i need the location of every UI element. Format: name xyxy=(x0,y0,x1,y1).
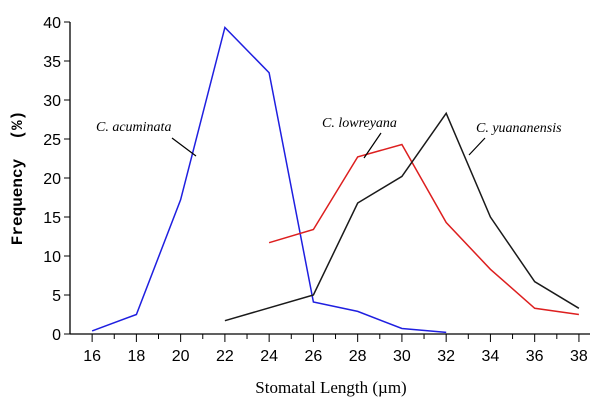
x-tick-label: 32 xyxy=(437,348,455,365)
series-line-yuananensis xyxy=(224,111,580,322)
x-axis-title: Stomatal Length (µm) xyxy=(255,378,406,397)
x-tick-label: 16 xyxy=(83,348,101,365)
y-tick-label: 30 xyxy=(43,93,61,110)
series-layer xyxy=(91,26,580,334)
series-label-yuananensis: C. yuananensis xyxy=(476,121,562,136)
y-tick-label: 10 xyxy=(43,249,61,266)
x-tick-label: 24 xyxy=(260,348,278,365)
leader-acuminata xyxy=(171,137,197,157)
y-tick-label: 15 xyxy=(43,210,61,227)
axes: 0 5 10 15 20 25 30 35 40 16 18 20 22 24 26 28 30 32 34 36 38 xyxy=(43,15,590,365)
series-label-acuminata: C. acuminata xyxy=(96,120,171,135)
x-tick-label: 36 xyxy=(526,348,544,365)
y-tick-label: 0 xyxy=(52,327,61,344)
x-tick-label: 18 xyxy=(127,348,145,365)
leader-lowreyana xyxy=(363,132,382,159)
x-tick-label: 34 xyxy=(482,348,500,365)
y-tick-label: 25 xyxy=(43,132,61,149)
y-tick-label: 40 xyxy=(43,15,61,32)
y-axis-title: Frequency (%) xyxy=(9,111,27,245)
y-tick-label: 35 xyxy=(43,54,61,71)
x-tick-label: 20 xyxy=(172,348,190,365)
annotations: C. acuminata C. lowreyana C. yuananensis xyxy=(96,116,562,159)
series-label-lowreyana: C. lowreyana xyxy=(322,116,397,131)
leader-yuananensis xyxy=(468,137,486,156)
y-tick-label: 5 xyxy=(52,288,61,305)
x-tick-label: 30 xyxy=(393,348,411,365)
x-tick-label: 22 xyxy=(216,348,234,365)
x-tick-label: 28 xyxy=(349,348,367,365)
x-tick-label: 26 xyxy=(305,348,323,365)
x-tick-label: 38 xyxy=(570,348,588,365)
series-line-acuminata xyxy=(91,26,447,334)
series-line-lowreyana xyxy=(268,143,580,316)
y-tick-label: 20 xyxy=(43,171,61,188)
